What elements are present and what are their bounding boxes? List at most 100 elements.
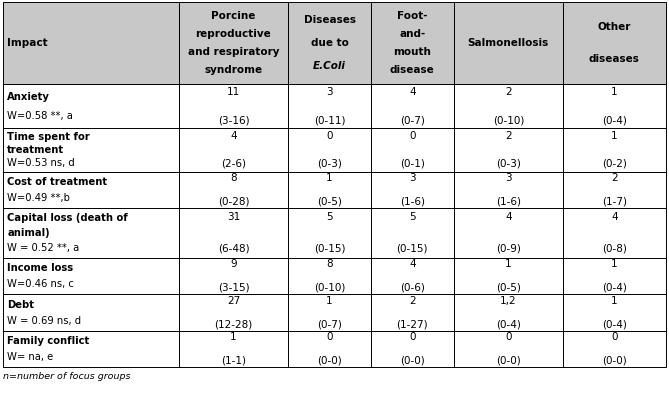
Text: Other: Other — [597, 22, 631, 32]
Text: 1: 1 — [611, 87, 617, 97]
Text: n=number of focus groups: n=number of focus groups — [3, 372, 131, 381]
Bar — [3, 171, 179, 208]
Bar — [179, 128, 288, 171]
Text: 1: 1 — [326, 173, 333, 183]
Text: (0-3): (0-3) — [317, 159, 342, 169]
Bar — [288, 294, 371, 331]
Text: Porcine: Porcine — [211, 11, 256, 21]
Text: 0: 0 — [505, 333, 512, 342]
Bar — [288, 171, 371, 208]
Text: (0-0): (0-0) — [496, 356, 520, 366]
Bar — [3, 331, 179, 367]
Text: (3-16): (3-16) — [217, 115, 250, 125]
Text: 11: 11 — [227, 87, 240, 97]
Text: W=0.46 ns, c: W=0.46 ns, c — [7, 279, 74, 289]
Text: 1,2: 1,2 — [500, 296, 516, 306]
Text: and respiratory: and respiratory — [188, 47, 279, 57]
Text: 1: 1 — [230, 333, 237, 342]
Text: (0-15): (0-15) — [397, 244, 428, 254]
Bar — [563, 294, 666, 331]
Text: Foot-: Foot- — [397, 11, 427, 21]
Text: 5: 5 — [409, 212, 415, 222]
Text: (0-5): (0-5) — [496, 283, 520, 293]
Bar — [454, 2, 563, 84]
Bar — [179, 84, 288, 128]
Text: 27: 27 — [227, 296, 240, 306]
Text: (0-0): (0-0) — [602, 356, 627, 366]
Text: 2: 2 — [505, 131, 512, 141]
Bar — [3, 2, 179, 84]
Bar — [454, 294, 563, 331]
Text: 9: 9 — [230, 260, 237, 269]
Bar — [179, 2, 288, 84]
Text: (0-6): (0-6) — [400, 283, 425, 293]
Text: animal): animal) — [7, 228, 50, 238]
Text: W= na, e: W= na, e — [7, 352, 54, 362]
Text: 8: 8 — [326, 260, 333, 269]
Text: 4: 4 — [505, 212, 512, 222]
Text: (0-4): (0-4) — [496, 319, 520, 329]
Bar — [179, 294, 288, 331]
Text: 0: 0 — [409, 333, 415, 342]
Text: 3: 3 — [409, 173, 415, 183]
Bar — [3, 258, 179, 294]
Bar — [563, 2, 666, 84]
Bar — [371, 208, 454, 258]
Text: Income loss: Income loss — [7, 263, 74, 273]
Text: 1: 1 — [505, 260, 512, 269]
Text: (0-4): (0-4) — [602, 319, 627, 329]
Text: (0-7): (0-7) — [317, 319, 342, 329]
Bar — [371, 258, 454, 294]
Text: (0-2): (0-2) — [602, 159, 627, 169]
Bar — [288, 84, 371, 128]
Text: (0-0): (0-0) — [400, 356, 425, 366]
Text: (0-9): (0-9) — [496, 244, 520, 254]
Bar — [3, 208, 179, 258]
Bar — [288, 258, 371, 294]
Bar — [3, 84, 179, 128]
Text: (0-0): (0-0) — [317, 356, 342, 366]
Text: Capital loss (death of: Capital loss (death of — [7, 213, 128, 223]
Text: (1-1): (1-1) — [221, 356, 246, 366]
Text: 4: 4 — [230, 131, 237, 141]
Bar — [288, 208, 371, 258]
Text: (1-27): (1-27) — [397, 319, 428, 329]
Text: treatment: treatment — [7, 145, 64, 155]
Text: (12-28): (12-28) — [214, 319, 253, 329]
Text: (2-6): (2-6) — [221, 159, 246, 169]
Bar — [371, 331, 454, 367]
Text: 0: 0 — [611, 333, 617, 342]
Text: 8: 8 — [230, 173, 237, 183]
Bar — [454, 258, 563, 294]
Text: 1: 1 — [611, 296, 617, 306]
Bar — [371, 171, 454, 208]
Text: 4: 4 — [409, 260, 415, 269]
Text: 0: 0 — [326, 333, 332, 342]
Text: reproductive: reproductive — [195, 29, 272, 39]
Text: (0-4): (0-4) — [602, 283, 627, 293]
Bar — [563, 171, 666, 208]
Text: Diseases: Diseases — [304, 15, 355, 25]
Text: 4: 4 — [409, 87, 415, 97]
Text: 3: 3 — [505, 173, 512, 183]
Text: (0-11): (0-11) — [314, 115, 345, 125]
Text: Impact: Impact — [7, 38, 48, 48]
Bar — [563, 258, 666, 294]
Text: due to: due to — [310, 38, 349, 48]
Text: 2: 2 — [505, 87, 512, 97]
Text: 1: 1 — [611, 260, 617, 269]
Text: (0-28): (0-28) — [217, 196, 250, 207]
Text: (0-10): (0-10) — [492, 115, 524, 125]
Text: disease: disease — [390, 65, 435, 75]
Bar — [454, 208, 563, 258]
Text: (1-6): (1-6) — [400, 196, 425, 207]
Text: (1-6): (1-6) — [496, 196, 521, 207]
Text: Cost of treatment: Cost of treatment — [7, 177, 108, 187]
Bar — [371, 294, 454, 331]
Text: (0-5): (0-5) — [317, 196, 342, 207]
Text: (6-48): (6-48) — [217, 244, 250, 254]
Text: 4: 4 — [611, 212, 617, 222]
Text: (0-10): (0-10) — [314, 283, 345, 293]
Text: W=0.58 **, a: W=0.58 **, a — [7, 111, 73, 120]
Bar — [371, 128, 454, 171]
